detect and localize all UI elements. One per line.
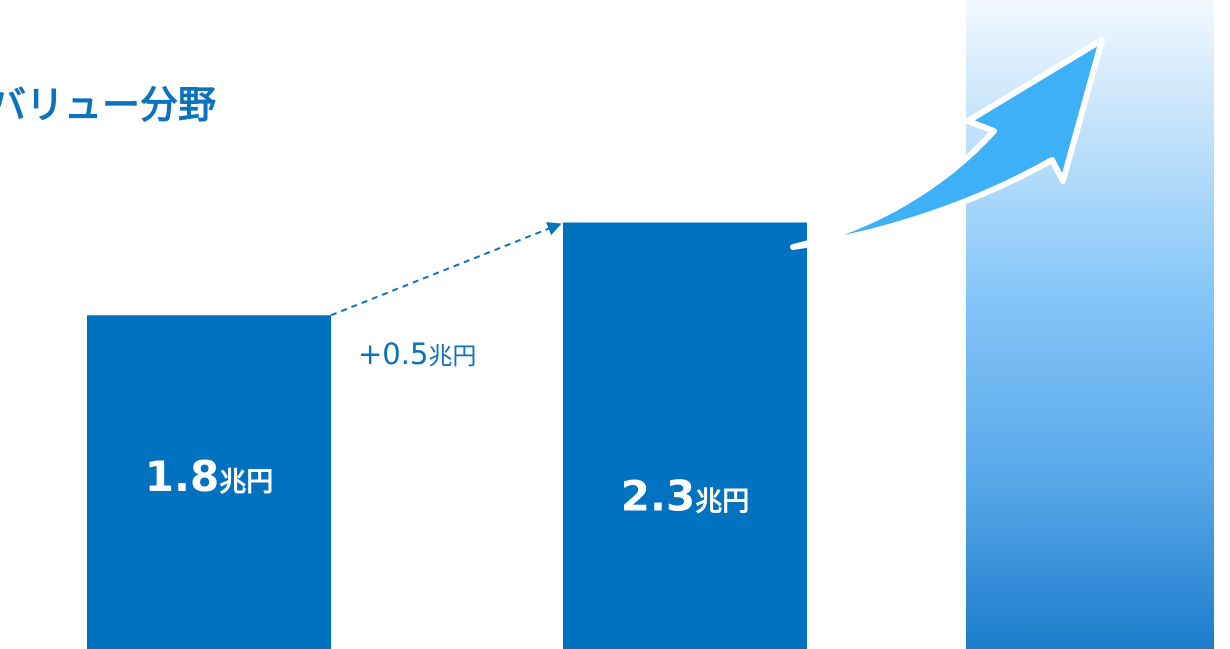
delta-label: +0.5兆円 [358,337,476,371]
bar-value-label-1: 1.8兆円 [145,452,273,501]
bar-value-unit-2: 兆円 [695,487,749,518]
bar-2 [563,222,807,649]
bars-group: 1.8兆円 2.3兆円 [87,222,807,649]
growth-arrow-icon [790,37,1105,250]
delta-label-unit: 兆円 [428,342,476,370]
bar-value-label-2: 2.3兆円 [621,472,749,521]
bar-value-number-1: 1.8 [145,452,219,501]
delta-arrow-line [330,222,562,317]
bar-1 [87,315,331,649]
bar-value-unit-1: 兆円 [219,467,273,498]
bar-value-number-2: 2.3 [621,472,695,521]
chart-title: バリュー分野 [0,83,216,127]
delta-label-number: +0.5 [358,337,428,371]
